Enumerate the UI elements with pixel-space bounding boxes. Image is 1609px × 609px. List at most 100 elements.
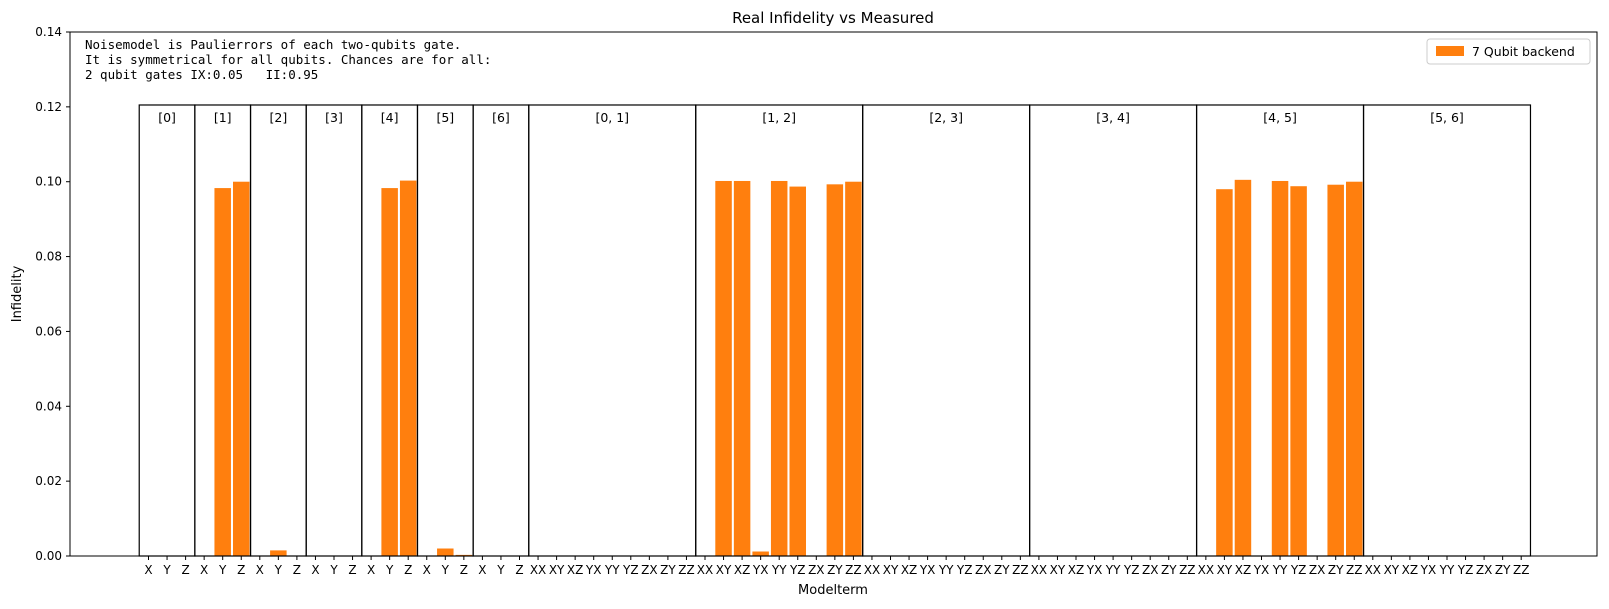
x-tick-label: XY — [549, 563, 565, 577]
bar — [399, 180, 417, 556]
x-tick-label: ZY — [994, 563, 1010, 577]
x-tick-label: XY — [1384, 563, 1400, 577]
x-tick-label: XY — [716, 563, 732, 577]
x-tick-label: ZY — [827, 563, 843, 577]
x-tick-label: XZ — [1402, 563, 1418, 577]
x-tick-label: YZ — [622, 563, 639, 577]
x-tick-label: YY — [938, 563, 954, 577]
x-tick-label: ZZ — [1012, 563, 1028, 577]
x-tick-label: YY — [1439, 563, 1455, 577]
x-tick-label: XX — [864, 563, 880, 577]
y-tick-label: 0.02 — [35, 474, 62, 488]
x-tick-label: ZZ — [1179, 563, 1195, 577]
x-tick-label: X — [478, 563, 486, 577]
legend-label: 7 Qubit backend — [1472, 44, 1575, 59]
annotation-line-1: Noisemodel is Paulierrors of each two-qu… — [85, 37, 461, 52]
bar — [752, 551, 769, 556]
x-tick-label: YX — [1253, 563, 1270, 577]
x-tick-label: ZZ — [1513, 563, 1529, 577]
x-tick-label: ZY — [1328, 563, 1344, 577]
x-tick-label: YY — [771, 563, 787, 577]
x-tick-label: XZ — [901, 563, 917, 577]
x-tick-label: XZ — [567, 563, 583, 577]
group-box — [305, 104, 363, 557]
x-tick-label: Y — [385, 563, 394, 577]
group-label: [5] — [436, 110, 454, 125]
x-tick-label: XX — [1198, 563, 1214, 577]
bar — [1271, 180, 1289, 556]
group-box — [528, 104, 697, 557]
y-tick-label: 0.14 — [35, 25, 62, 39]
x-tick-label: YX — [919, 563, 936, 577]
x-axis-title: Modelterm — [798, 583, 868, 598]
bar — [1346, 181, 1363, 556]
group-box — [416, 104, 474, 557]
x-tick-label: YZ — [1457, 563, 1474, 577]
x-tick-label: ZZ — [1346, 563, 1362, 577]
group-label: [1, 2] — [762, 110, 796, 125]
x-tick-label: Z — [293, 563, 301, 577]
y-axis-title: Infidelity — [10, 265, 25, 322]
annotation-line-3: 2 qubit gates IX:0.05 II:0.95 — [85, 67, 318, 82]
bars-layer — [214, 179, 1363, 556]
group-label: [0, 1] — [595, 110, 629, 125]
x-tick-label: ZX — [641, 563, 657, 577]
x-tick-label: YX — [752, 563, 769, 577]
group-label: [6] — [492, 110, 510, 125]
x-tick-label: ZX — [1142, 563, 1158, 577]
x-tick-label: XX — [697, 563, 713, 577]
group-label: [4] — [381, 110, 399, 125]
group-label: [1] — [214, 110, 232, 125]
group-label: [4, 5] — [1263, 110, 1297, 125]
x-tick-label: ZZ — [678, 563, 694, 577]
group-label: [5, 6] — [1430, 110, 1464, 125]
x-tick-label: X — [256, 563, 264, 577]
x-tick-label: XX — [530, 563, 546, 577]
x-tick-label: ZX — [1476, 563, 1492, 577]
y-axis-ticks: 0.00 0.02 0.04 0.06 0.08 0.10 0.12 0.14 — [35, 25, 70, 563]
x-tick-label: X — [423, 563, 431, 577]
bar — [789, 186, 806, 556]
x-tick-label: XZ — [1068, 563, 1084, 577]
y-tick-label: 0.04 — [35, 399, 62, 413]
bar — [270, 550, 287, 556]
group-box — [1029, 104, 1198, 557]
x-tick-label: Z — [404, 563, 412, 577]
group-box — [472, 104, 530, 557]
bar — [715, 180, 732, 556]
x-tick-label: X — [144, 563, 152, 577]
bar — [826, 184, 844, 556]
x-tick-label: Y — [274, 563, 283, 577]
x-tick-label: YZ — [1290, 563, 1307, 577]
x-axis-ticks: X Y Z X Y Z X Y Z X Y Z X Y Z X Y Z X Y Z XX XY XZ YX YY YZ ZX ZY ZZ X… — [144, 556, 1529, 577]
group-label: [2] — [269, 110, 287, 125]
group-box — [1362, 104, 1532, 557]
x-tick-label: XZ — [1235, 563, 1251, 577]
x-tick-label: ZX — [1309, 563, 1325, 577]
x-tick-label: Z — [515, 563, 523, 577]
bar — [381, 188, 398, 556]
x-tick-label: YY — [1105, 563, 1121, 577]
x-tick-label: ZX — [975, 563, 991, 577]
bar — [437, 548, 454, 556]
x-tick-label: YX — [1086, 563, 1103, 577]
y-tick-label: 0.00 — [35, 549, 62, 563]
bar — [733, 180, 751, 556]
x-tick-label: ZY — [660, 563, 676, 577]
bar — [233, 181, 250, 556]
x-tick-label: X — [367, 563, 375, 577]
group-box — [249, 104, 307, 557]
x-tick-label: ZZ — [845, 563, 861, 577]
bar — [770, 180, 788, 556]
chart-title: Real Infidelity vs Measured — [732, 9, 934, 27]
y-tick-label: 0.10 — [35, 175, 62, 189]
x-tick-label: Z — [237, 563, 245, 577]
x-tick-label: X — [311, 563, 319, 577]
x-tick-label: XZ — [734, 563, 750, 577]
legend-frame — [1426, 38, 1591, 65]
x-tick-label: YY — [1272, 563, 1288, 577]
bar — [1234, 179, 1252, 556]
bar — [1216, 189, 1233, 556]
x-tick-label: ZX — [808, 563, 824, 577]
